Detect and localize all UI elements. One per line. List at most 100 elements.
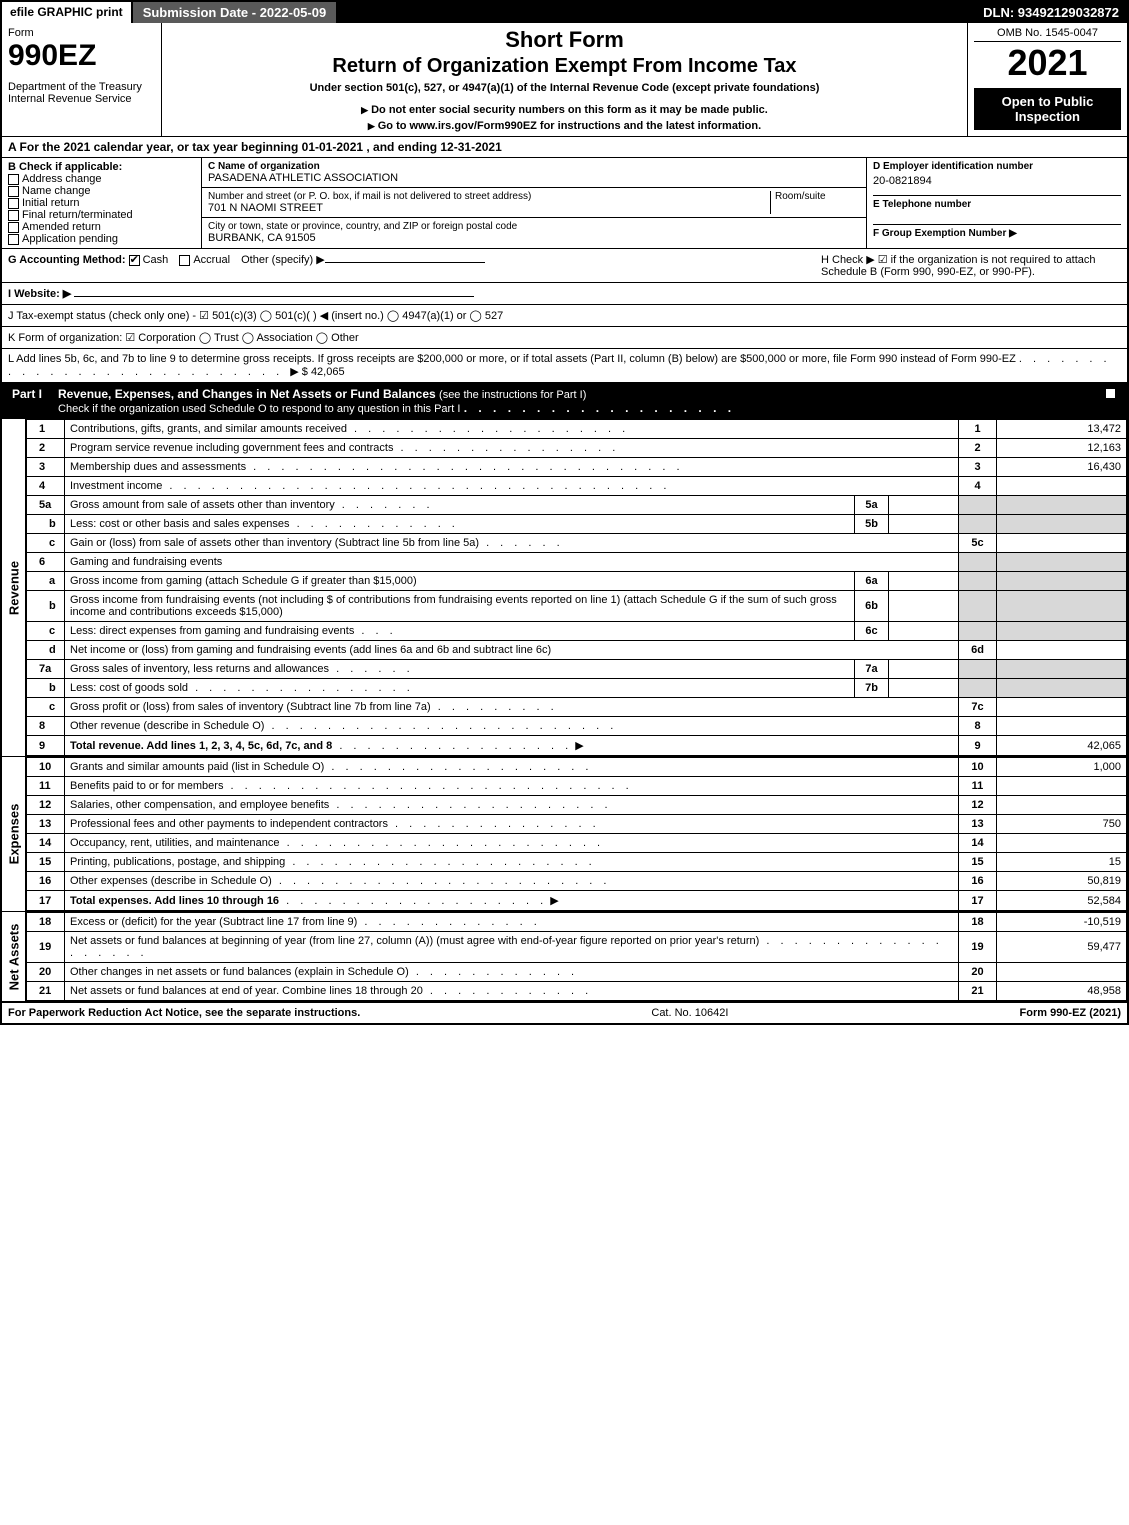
table-row: 18Excess or (deficit) for the year (Subt… (27, 913, 1127, 932)
line-6-desc: Gaming and fundraising events (65, 553, 959, 572)
line-19-desc: Net assets or fund balances at beginning… (70, 935, 759, 947)
expenses-table: 10Grants and similar amounts paid (list … (26, 757, 1127, 911)
entity-info-block: B Check if applicable: Address change Na… (2, 158, 1127, 249)
table-row: 6Gaming and fundraising events (27, 553, 1127, 572)
line-a-tax-year: A For the 2021 calendar year, or tax yea… (2, 137, 1127, 158)
table-row: 16Other expenses (describe in Schedule O… (27, 872, 1127, 891)
dln: DLN: 93492129032872 (975, 2, 1127, 23)
address-change-checkbox[interactable] (8, 174, 19, 185)
line-5b-desc: Less: cost or other basis and sales expe… (70, 518, 290, 530)
omb-number: OMB No. 1545-0047 (974, 27, 1121, 42)
table-row: 14Occupancy, rent, utilities, and mainte… (27, 834, 1127, 853)
amended-return-label: Amended return (22, 221, 101, 233)
cash-checkbox[interactable] (129, 255, 140, 266)
final-return-label: Final return/terminated (22, 209, 133, 221)
tax-year: 2021 (974, 42, 1121, 84)
line-5c-desc: Gain or (loss) from sale of assets other… (70, 537, 479, 549)
line-1-desc: Contributions, gifts, grants, and simila… (70, 423, 347, 435)
open-to-public: Open to Public Inspection (974, 88, 1121, 130)
accrual-label: Accrual (193, 254, 230, 266)
website-label: I Website: ▶ (8, 288, 71, 300)
line-17-desc: Total expenses. Add lines 10 through 16 (70, 895, 279, 907)
table-row: 20Other changes in net assets or fund ba… (27, 963, 1127, 982)
line-13-amount: 750 (997, 815, 1127, 834)
part-1-schedule-o-checkbox[interactable] (1105, 388, 1116, 399)
part-1-title: Revenue, Expenses, and Changes in Net As… (58, 387, 436, 401)
accrual-checkbox[interactable] (179, 255, 190, 266)
room-suite-label: Room/suite (775, 191, 860, 202)
line-19-amount: 59,477 (997, 932, 1127, 963)
line-4-desc: Investment income (70, 480, 162, 492)
line-6c-desc: Less: direct expenses from gaming and fu… (70, 625, 354, 637)
street-label: Number and street (or P. O. box, if mail… (208, 191, 770, 202)
part-1-label: Part I (2, 383, 52, 419)
part-1-sub: (see the instructions for Part I) (439, 389, 586, 401)
part-1-header: Part I Revenue, Expenses, and Changes in… (2, 383, 1127, 419)
table-row: 3Membership dues and assessments . . . .… (27, 458, 1127, 477)
table-row: aGross income from gaming (attach Schedu… (27, 572, 1127, 591)
other-specify: Other (specify) ▶ (241, 254, 325, 266)
table-row: cGross profit or (loss) from sales of in… (27, 698, 1127, 717)
amended-return-checkbox[interactable] (8, 222, 19, 233)
table-row: 2Program service revenue including gover… (27, 439, 1127, 458)
name-change-label: Name change (22, 185, 91, 197)
table-row: 17Total expenses. Add lines 10 through 1… (27, 891, 1127, 911)
line-2-amount: 12,163 (997, 439, 1127, 458)
org-name-label: C Name of organization (208, 161, 860, 172)
phone-label: E Telephone number (873, 195, 1121, 210)
table-row: cGain or (loss) from sale of assets othe… (27, 534, 1127, 553)
subtitle: Under section 501(c), 527, or 4947(a)(1)… (168, 82, 961, 94)
table-row: 7aGross sales of inventory, less returns… (27, 660, 1127, 679)
line-9-amount: 42,065 (997, 736, 1127, 756)
title-short-form: Short Form (168, 27, 961, 53)
line-j-tax-exempt: J Tax-exempt status (check only one) - ☑… (2, 305, 1127, 327)
table-row: 4Investment income . . . . . . . . . . .… (27, 477, 1127, 496)
group-exemption-label: F Group Exemption Number ▶ (873, 224, 1121, 239)
section-b-label: B Check if applicable: (8, 161, 195, 173)
revenue-section: Revenue 1Contributions, gifts, grants, a… (2, 419, 1127, 757)
table-row: 13Professional fees and other payments t… (27, 815, 1127, 834)
line-3-desc: Membership dues and assessments (70, 461, 246, 473)
line-18-desc: Excess or (deficit) for the year (Subtra… (70, 916, 357, 928)
revenue-side-label: Revenue (2, 419, 26, 756)
expenses-section: Expenses 10Grants and similar amounts pa… (2, 757, 1127, 912)
ein-label: D Employer identification number (873, 161, 1121, 172)
table-row: 8Other revenue (describe in Schedule O) … (27, 717, 1127, 736)
net-assets-table: 18Excess or (deficit) for the year (Subt… (26, 912, 1127, 1001)
line-20-desc: Other changes in net assets or fund bala… (70, 966, 409, 978)
efile-print-link[interactable]: efile GRAPHIC print (2, 2, 133, 23)
org-name: PASADENA ATHLETIC ASSOCIATION (208, 172, 860, 184)
line-l-amount: ▶ $ 42,065 (290, 366, 344, 378)
revenue-table: 1Contributions, gifts, grants, and simil… (26, 419, 1127, 756)
cash-label: Cash (143, 254, 169, 266)
line-18-amount: -10,519 (997, 913, 1127, 932)
line-h-schedule-b: H Check ▶ ☑ if the organization is not r… (821, 253, 1121, 278)
goto-link[interactable]: Go to www.irs.gov/Form990EZ for instruct… (168, 120, 961, 132)
line-15-amount: 15 (997, 853, 1127, 872)
section-b-checkboxes: B Check if applicable: Address change Na… (2, 158, 202, 248)
line-10-amount: 1,000 (997, 758, 1127, 777)
line-8-desc: Other revenue (describe in Schedule O) (70, 720, 264, 732)
footer-cat-no: Cat. No. 10642I (360, 1007, 1019, 1019)
line-11-desc: Benefits paid to or for members (70, 780, 223, 792)
line-16-amount: 50,819 (997, 872, 1127, 891)
line-21-desc: Net assets or fund balances at end of ye… (70, 985, 423, 997)
line-16-desc: Other expenses (describe in Schedule O) (70, 875, 272, 887)
table-row: 9Total revenue. Add lines 1, 2, 3, 4, 5c… (27, 736, 1127, 756)
line-9-desc: Total revenue. Add lines 1, 2, 3, 4, 5c,… (70, 740, 332, 752)
line-3-amount: 16,430 (997, 458, 1127, 477)
city-label: City or town, state or province, country… (208, 221, 860, 232)
line-15-desc: Printing, publications, postage, and shi… (70, 856, 285, 868)
form-label: Form (8, 27, 155, 39)
submission-date: Submission Date - 2022-05-09 (133, 2, 339, 23)
line-l-text: L Add lines 5b, 6c, and 7b to line 9 to … (8, 353, 1016, 365)
address-change-label: Address change (22, 173, 102, 185)
accounting-method-label: G Accounting Method: (8, 254, 126, 266)
name-change-checkbox[interactable] (8, 186, 19, 197)
line-1-amount: 13,472 (997, 420, 1127, 439)
final-return-checkbox[interactable] (8, 210, 19, 221)
table-row: 15 Printing, publications, postage, and s… (27, 853, 1127, 872)
initial-return-checkbox[interactable] (8, 198, 19, 209)
line-6a-desc: Gross income from gaming (attach Schedul… (70, 575, 417, 587)
application-pending-checkbox[interactable] (8, 234, 19, 245)
